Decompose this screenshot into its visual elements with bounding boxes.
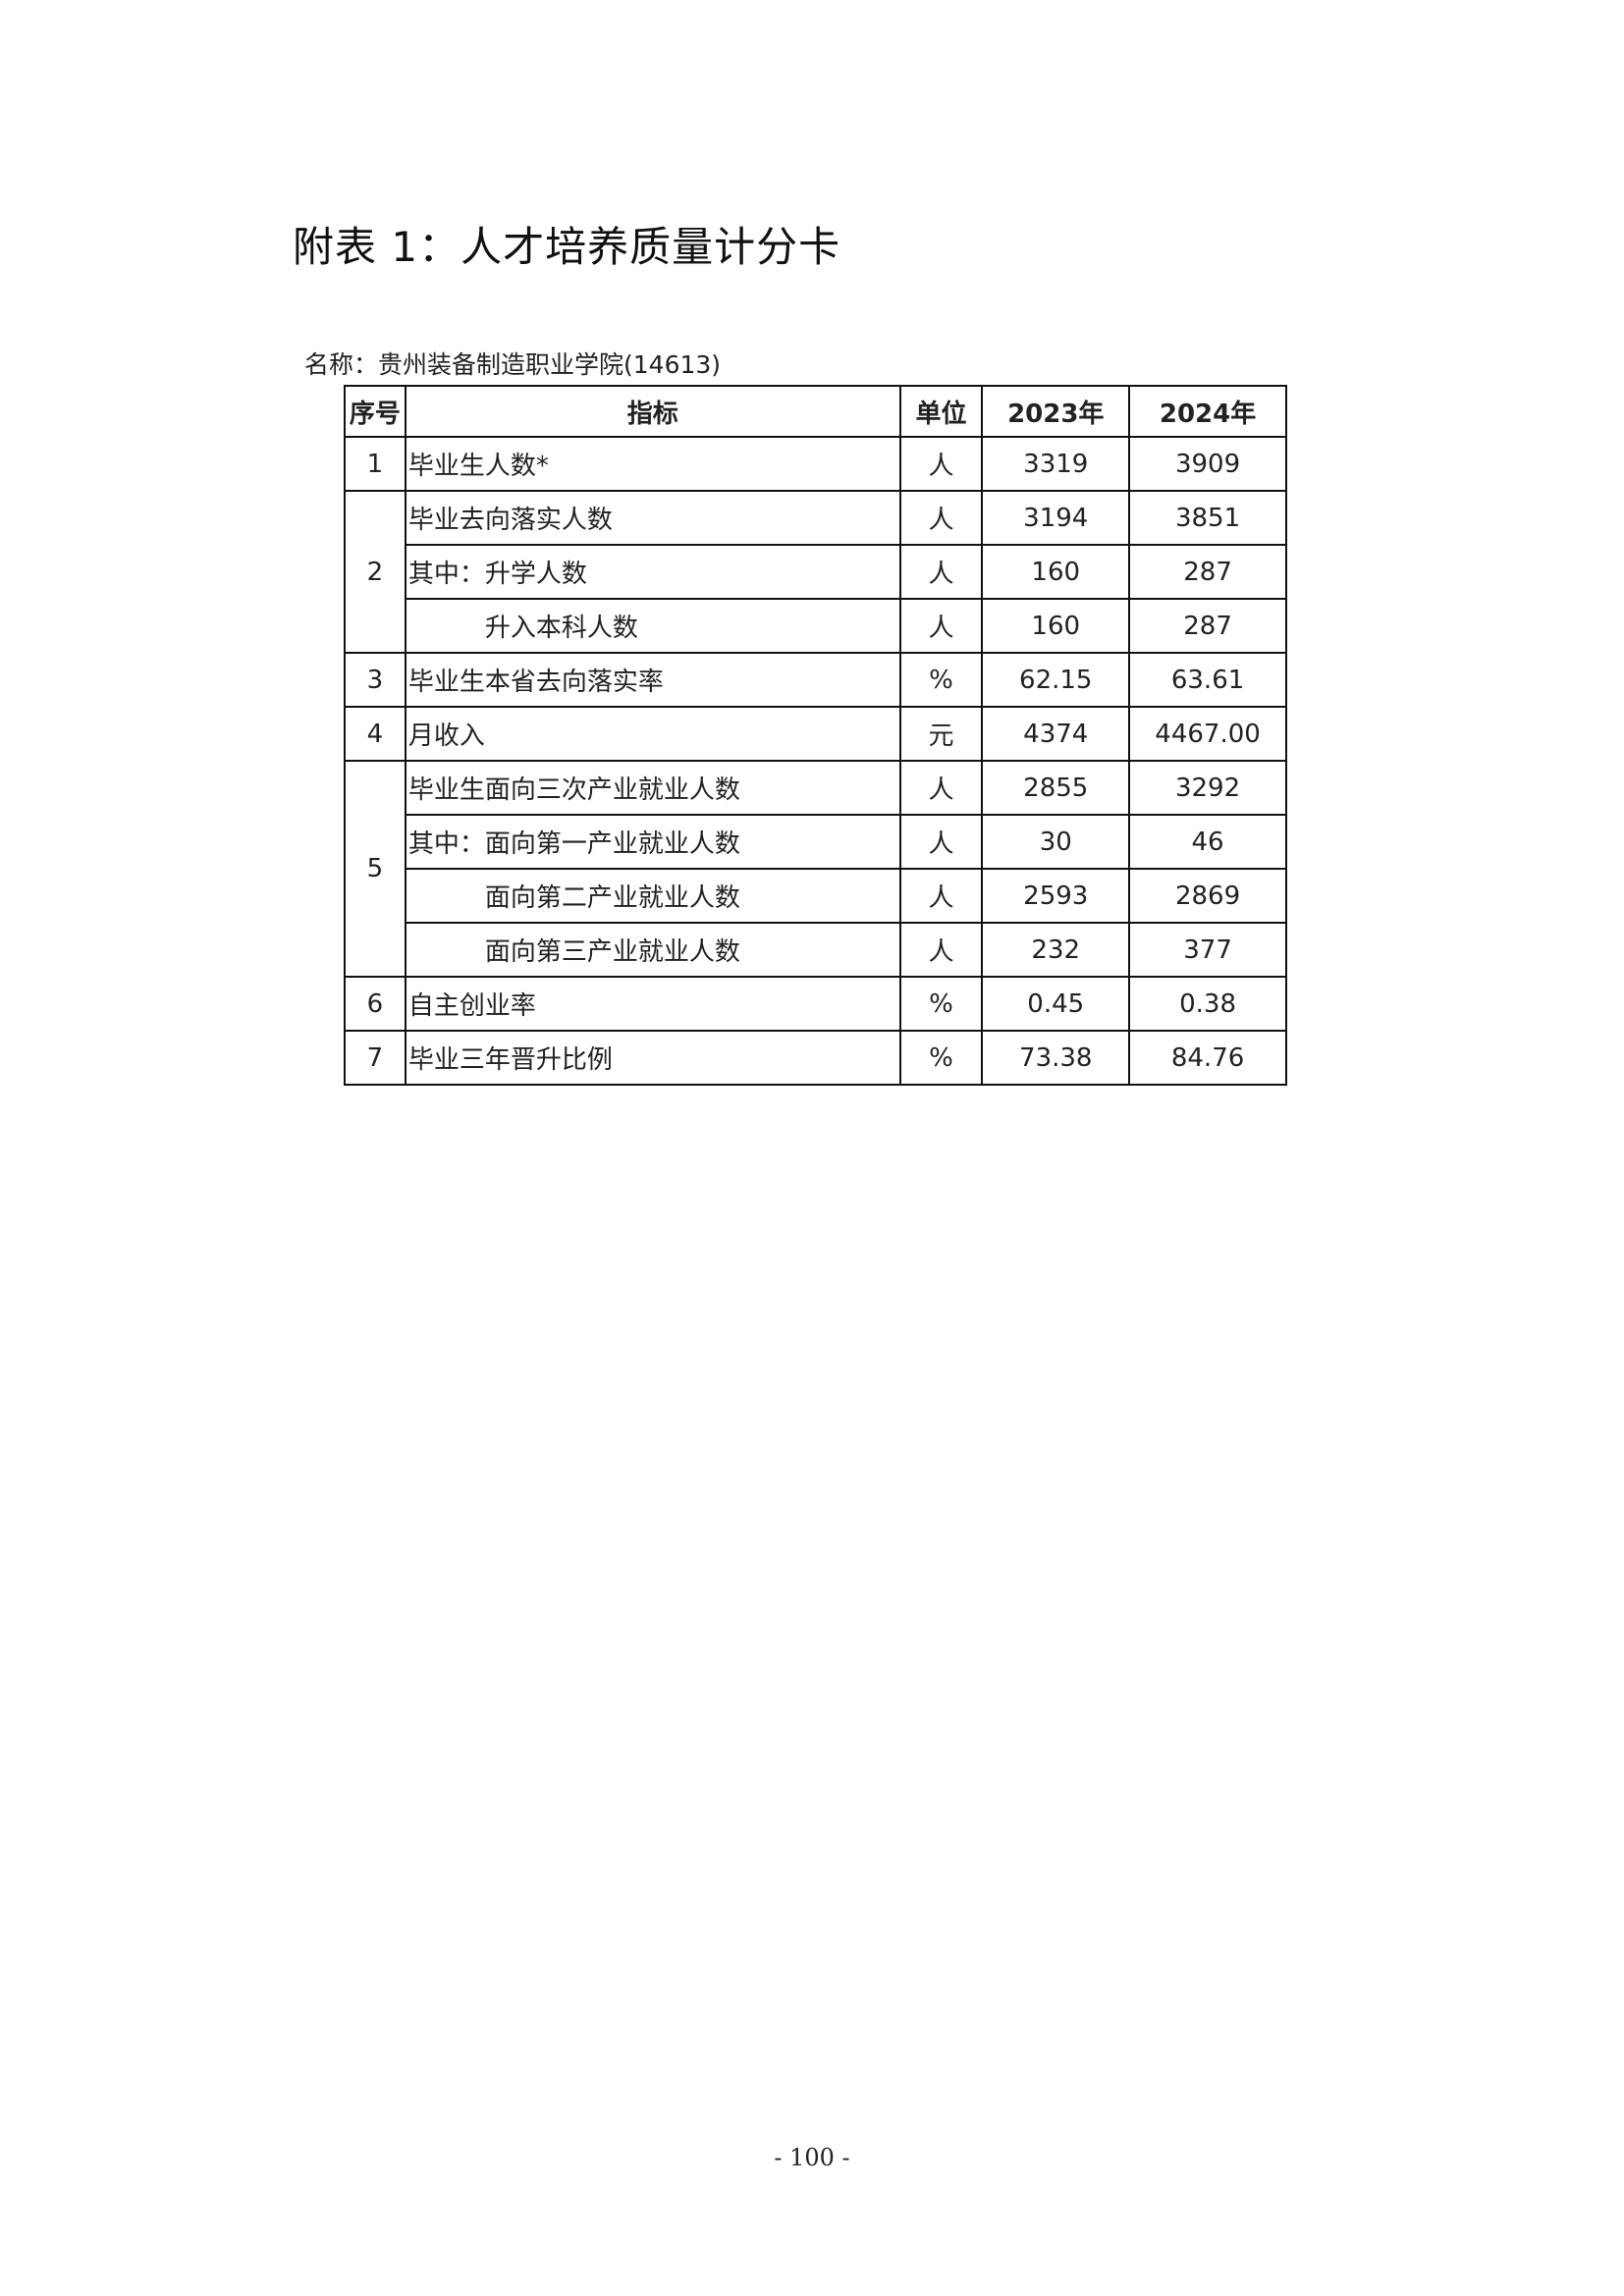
row-seq: 2 (344, 490, 406, 654)
row-2024: 377 (1128, 922, 1287, 978)
row-2023: 3194 (981, 490, 1131, 546)
table-row: 升入本科人数人 160 287 (345, 598, 1287, 654)
header-2023: 2023年 (981, 385, 1131, 438)
row-indicator: 其中：面向第一产业就业人数 (404, 814, 901, 870)
row-2024: 63.61 (1128, 652, 1287, 708)
table-row: 7 毕业三年晋升比例% 73.38 84.76 (344, 1030, 1287, 1086)
table-header-row: 序号 指标 单位 2023年 2024年 (344, 385, 1287, 438)
row-unit: 人 (898, 544, 984, 600)
row-unit: 人 (898, 814, 984, 870)
row-2024: 4467.00 (1128, 706, 1287, 762)
row-2023: 2855 (981, 760, 1131, 816)
header-unit: 单位 (898, 385, 984, 438)
row-indicator: 毕业生本省去向落实率 (404, 652, 901, 708)
row-seq: 6 (344, 976, 406, 1032)
row-seq: 7 (344, 1030, 406, 1086)
institution-name: 名称：贵州装备制造职业学院(14613) (304, 350, 722, 379)
row-indicator: 其中：升学人数 (404, 544, 901, 600)
row-unit: 人 (898, 598, 984, 654)
row-indicator: 升入本科人数 (404, 598, 901, 654)
row-unit: 人 (898, 490, 984, 546)
table-row: 2 毕业去向落实人数人 3194 3851 (344, 490, 1287, 654)
table-row: 其中：升学人数人 160 287 (345, 544, 1287, 600)
row-unit: 人 (898, 436, 984, 492)
row-unit: % (898, 652, 984, 708)
row-2023: 62.15 (981, 652, 1131, 708)
header-seq: 序号 (344, 385, 406, 438)
row-2024: 2869 (1128, 868, 1287, 924)
row-2023: 2593 (981, 868, 1131, 924)
row-seq: 5 (344, 760, 406, 978)
table-row: 6 自主创业率% 0.45 0.38 (344, 976, 1287, 1032)
table-row: 5 毕业生面向三次产业就业人数人 2855 3292 (344, 760, 1287, 978)
row-2024: 3292 (1128, 760, 1287, 816)
row-2023: 3319 (981, 436, 1131, 492)
row-2024: 46 (1128, 814, 1287, 870)
row-indicator: 毕业三年晋升比例 (404, 1030, 901, 1086)
page-number: - 100 - (774, 2144, 850, 2171)
row-indicator: 毕业生人数* (404, 436, 901, 492)
row-unit: % (898, 976, 984, 1032)
row-seq: 1 (344, 436, 406, 492)
row-unit: 元 (898, 706, 984, 762)
row-2024: 3909 (1128, 436, 1287, 492)
row-unit: 人 (898, 760, 984, 816)
row-indicator: 面向第二产业就业人数 (404, 868, 901, 924)
header-indicator: 指标 (404, 385, 901, 438)
row-2023: 0.45 (981, 976, 1131, 1032)
page-title: 附表 1：人才培养质量计分卡 (293, 223, 841, 271)
row-indicator: 毕业去向落实人数 (404, 490, 901, 546)
row-unit: 人 (898, 868, 984, 924)
row-2023: 232 (981, 922, 1131, 978)
row-seq: 4 (344, 706, 406, 762)
row-2023: 160 (981, 598, 1131, 654)
row-unit: % (898, 1030, 984, 1086)
row-2024: 287 (1128, 598, 1287, 654)
table-row: 4 月收入元 4374 4467.00 (344, 706, 1287, 762)
row-2023: 30 (981, 814, 1131, 870)
row-2023: 160 (981, 544, 1131, 600)
row-2024: 84.76 (1128, 1030, 1287, 1086)
table-row: 3 毕业生本省去向落实率% 62.15 63.61 (344, 652, 1287, 708)
header-2024: 2024年 (1128, 385, 1287, 438)
scorecard-table: 序号 指标 单位 2023年 2024年 1 毕业生人数* 人 3319 3909 2 毕业… (344, 385, 1287, 1086)
row-2024: 287 (1128, 544, 1287, 600)
row-indicator: 毕业生面向三次产业就业人数 (404, 760, 901, 816)
row-2023: 73.38 (981, 1030, 1131, 1086)
row-indicator: 月收入 (404, 706, 901, 762)
row-2024: 0.38 (1128, 976, 1287, 1032)
table-row: 1 毕业生人数* 人 3319 3909 (344, 436, 1287, 492)
row-indicator: 自主创业率 (404, 976, 901, 1032)
row-2023: 4374 (981, 706, 1131, 762)
row-seq: 3 (344, 652, 406, 708)
row-2024: 3851 (1128, 490, 1287, 546)
table-row: 面向第二产业就业人数人 2593 2869 (345, 868, 1287, 924)
table-row: 其中：面向第一产业就业人数人 30 46 (345, 814, 1287, 870)
table-row: 面向第三产业就业人数人 232 377 (345, 922, 1287, 978)
row-unit: 人 (898, 922, 984, 978)
row-indicator: 面向第三产业就业人数 (404, 922, 901, 978)
